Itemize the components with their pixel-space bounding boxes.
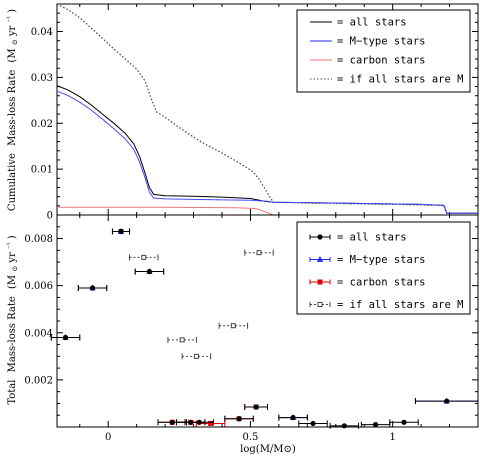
- x-tick-label: 1: [389, 432, 395, 443]
- total-y-axis-title-main: Mass-loss Rate: [7, 296, 18, 372]
- total-legend-entry-carbon: = carbon stars: [309, 277, 426, 289]
- total-data-points: [50, 227, 479, 429]
- cumulative-y-tick-label: 0: [47, 211, 53, 222]
- point-marker: [196, 419, 202, 425]
- data-point-all: [244, 403, 268, 410]
- point-marker: [290, 414, 296, 421]
- point-marker: [253, 404, 259, 410]
- x-tick-label: 0: [105, 432, 111, 443]
- cumulative-y-axis-title-unit-yr: yr: [7, 26, 18, 38]
- cumulative-legend-box: [296, 9, 471, 93]
- point-marker: [193, 353, 199, 359]
- total-tick-labels: 0.002 0.004 0.006 0.008 0 0.5 1: [24, 234, 395, 443]
- point-marker: [62, 334, 69, 341]
- series-line-carbon: [57, 206, 478, 216]
- cumulative-y-tick-label: 0.01: [31, 165, 53, 176]
- cumulative-tick-labels: 0 0.01 0.02 0.03 0.04: [31, 27, 53, 221]
- total-legend-marker-all: [317, 234, 323, 240]
- data-point-ifm: [181, 353, 212, 360]
- data-point-ifm: [129, 254, 159, 261]
- point-marker: [118, 228, 124, 235]
- data-point-all: [77, 285, 108, 292]
- point-marker: [401, 419, 407, 425]
- cumulative-panel: 0 0.01 0.02 0.03 0.04 Cumulative Mass-loss R…: [4, 3, 479, 222]
- point-marker: [146, 268, 153, 275]
- total-legend-label-mtype: = M−type stars: [337, 254, 426, 266]
- point-marker: [256, 250, 262, 256]
- total-y-axis-title-unit-close: ): [7, 235, 18, 239]
- data-point-all: [111, 228, 131, 235]
- data-point-ifm: [167, 336, 197, 343]
- cumulative-legend-entry-ifm: = if all stars are M: [310, 74, 463, 86]
- cumulative-legend-entry-mtype: = M−type stars: [310, 36, 426, 48]
- series-line-ifm: [56, 3, 478, 214]
- total-tick-marks: [57, 214, 479, 428]
- total-legend: = all stars = M−type stars = carbon stars =…: [296, 221, 471, 315]
- data-point-all: [414, 398, 479, 405]
- cumulative-y-axis-title-main: Mass-loss Rate: [7, 70, 18, 146]
- point-marker: [230, 323, 236, 329]
- cumulative-legend-label-all: = all stars: [337, 17, 407, 29]
- x-axis-title: log(M/M⊙): [240, 444, 296, 455]
- total-y-tick-label: 0.002: [24, 375, 53, 386]
- series-line-mtype: [56, 90, 478, 214]
- point-marker: [310, 420, 316, 427]
- total-y-axis-title-unit-yr: yr: [7, 252, 18, 264]
- cumulative-y-axis-title-exponent: ⁻¹: [6, 16, 14, 23]
- data-point-ifm: [218, 322, 249, 329]
- data-point-ifm: [244, 249, 274, 256]
- point-marker: [179, 337, 185, 343]
- total-y-axis-title-unit-open: (M: [7, 275, 18, 289]
- total-legend-marker-carbon: [317, 279, 323, 285]
- cumulative-y-axis-title-sun-symbol: ⊙: [11, 39, 19, 45]
- total-y-tick-label: 0.008: [24, 234, 53, 245]
- point-marker: [169, 419, 175, 425]
- data-point-all: [50, 334, 81, 341]
- total-legend-marker-mtype: [316, 256, 324, 262]
- total-y-tick-label: 0.004: [24, 328, 53, 339]
- total-y-axis-title-word: Total: [7, 380, 18, 405]
- total-legend-label-carbon: = carbon stars: [337, 277, 426, 289]
- cumulative-y-tick-label: 0.04: [31, 27, 53, 38]
- total-legend-entry-all: = all stars: [309, 232, 407, 244]
- cumulative-y-axis-title-unit-close: ): [7, 9, 18, 13]
- total-legend-marker-ifm: [317, 302, 323, 307]
- cumulative-legend-label-mtype: = M−type stars: [337, 36, 426, 48]
- total-legend-label-ifm: = if all stars are M: [337, 299, 463, 311]
- cumulative-y-tick-label: 0.02: [31, 119, 53, 130]
- cumulative-legend-label-carbon: = carbon stars: [337, 55, 426, 67]
- point-marker: [444, 398, 450, 404]
- data-point-all: [389, 419, 419, 426]
- total-y-axis-title: Total Mass-loss Rate (M ⊙ yr ⁻¹ ): [4, 235, 20, 404]
- cumulative-y-axis-title: Cumulative Mass-loss Rate (M ⊙ yr ⁻¹ ): [4, 9, 20, 211]
- data-point-all: [329, 422, 360, 429]
- data-point-all: [134, 268, 165, 275]
- total-panel: 0.002 0.004 0.006 0.008 0 0.5 1 Total Mass-los…: [4, 214, 479, 455]
- cumulative-y-axis-title-unit-open: (M: [7, 48, 18, 62]
- cumulative-legend: = all stars = M−type stars = carbon stars =…: [296, 9, 471, 93]
- point-marker: [208, 420, 214, 426]
- total-y-axis-title-exponent: ⁻¹: [6, 242, 14, 249]
- total-legend-entry-ifm: = if all stars are M: [309, 299, 463, 311]
- cumulative-legend-label-ifm: = if all stars are M: [337, 74, 463, 86]
- data-point-all: [278, 414, 308, 421]
- data-point-all: [184, 419, 214, 426]
- point-marker: [141, 254, 147, 260]
- cumulative-y-axis-title-word: Cumulative: [7, 153, 18, 211]
- point-marker: [89, 285, 96, 291]
- cumulative-y-tick-label: 0.03: [31, 73, 53, 84]
- x-tick-label: 0.5: [242, 432, 258, 443]
- cumulative-legend-entry-all: = all stars: [310, 17, 407, 29]
- total-y-axis-title-sun-symbol: ⊙: [11, 266, 19, 272]
- total-legend-entry-mtype: = M−type stars: [309, 254, 426, 266]
- total-legend-label-all: = all stars: [337, 232, 407, 244]
- point-marker: [236, 416, 242, 422]
- total-y-tick-label: 0.006: [24, 281, 53, 292]
- point-marker: [341, 423, 347, 429]
- point-marker: [372, 422, 379, 428]
- cumulative-legend-entry-carbon: = carbon stars: [310, 55, 426, 67]
- data-point-all: [224, 415, 254, 422]
- data-point-all: [298, 420, 328, 427]
